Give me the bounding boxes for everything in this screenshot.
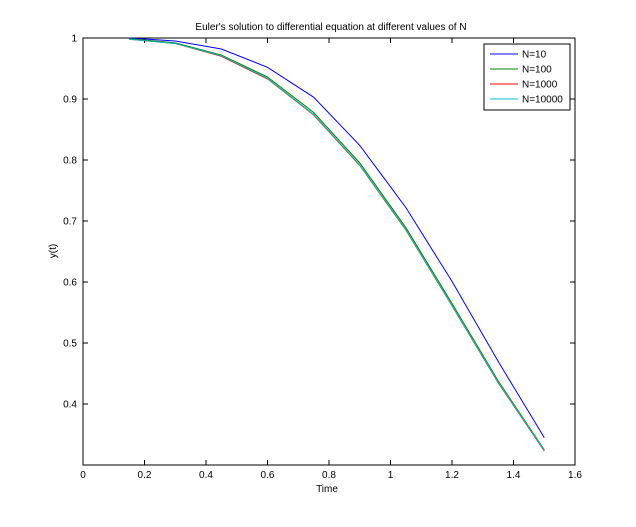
y-axis-label: y(t) bbox=[48, 244, 59, 258]
legend-label: N=10 bbox=[522, 50, 547, 61]
series-line-n-1000 bbox=[129, 38, 545, 452]
series-line-n-100 bbox=[129, 38, 545, 451]
legend-label: N=1000 bbox=[522, 80, 558, 91]
y-tick-label: 1 bbox=[71, 34, 77, 45]
x-tick-label: 0.8 bbox=[322, 470, 336, 481]
x-tick-label: 1.6 bbox=[568, 470, 582, 481]
legend-label: N=100 bbox=[522, 65, 552, 76]
legend-label: N=10000 bbox=[522, 95, 563, 106]
legend-box bbox=[483, 43, 571, 111]
x-axis-label: Time bbox=[316, 484, 338, 495]
series-line-n-10 bbox=[129, 37, 545, 438]
x-tick-label: 0.4 bbox=[199, 470, 213, 481]
y-tick-label: 0.9 bbox=[63, 95, 77, 106]
x-tick-label: 1.4 bbox=[507, 470, 521, 481]
x-tick-label: 1 bbox=[388, 470, 394, 481]
x-tick-label: 0 bbox=[80, 470, 86, 481]
x-tick-label: 0.6 bbox=[261, 470, 275, 481]
series-line-n-10000 bbox=[129, 38, 545, 451]
x-tick-label: 0.2 bbox=[138, 470, 152, 481]
chart-title: Euler's solution to differential equatio… bbox=[195, 22, 466, 33]
legend: N=10 N=100 N=1000 N=10000 bbox=[483, 43, 571, 111]
y-tick-label: 0.7 bbox=[63, 217, 77, 228]
x-tick-label: 1.2 bbox=[445, 470, 459, 481]
y-tick-label: 0.4 bbox=[63, 400, 77, 411]
y-tick-label: 0.8 bbox=[63, 156, 77, 167]
y-tick-label: 0.6 bbox=[63, 278, 77, 289]
y-tick-label: 0.5 bbox=[63, 339, 77, 350]
